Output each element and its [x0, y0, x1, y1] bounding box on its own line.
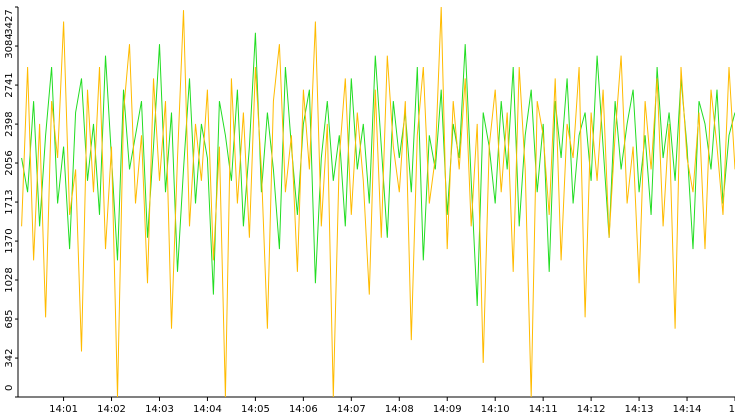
y-tick-label: 342 [4, 349, 15, 368]
y-tick-label: 1713 [4, 189, 15, 214]
x-tick-label: 14:05 [241, 404, 270, 415]
series-line [21, 32, 735, 307]
x-tick-label: 14:02 [97, 404, 126, 415]
x-tick-label: 14:08 [385, 404, 414, 415]
x-tick-label: 14:03 [145, 404, 174, 415]
x-tick-label: 14:07 [337, 404, 366, 415]
y-tick-label: 685 [4, 309, 15, 328]
y-tick-label: 2398 [4, 111, 15, 136]
x-tick-label: 14 [729, 404, 735, 415]
y-tick-label: 1028 [4, 267, 15, 292]
y-tick-label: 3427 [4, 9, 15, 34]
y-tick-label: 0 [4, 385, 15, 391]
y-tick-label: 2741 [4, 72, 15, 97]
x-tick-label: 14:06 [289, 404, 318, 415]
x-tick-label: 14:01 [49, 404, 78, 415]
y-tick-label: 3084 [4, 33, 15, 58]
x-tick-label: 14:14 [673, 404, 702, 415]
y-tick-label: 2056 [4, 150, 15, 175]
x-tick-label: 14:13 [625, 404, 654, 415]
y-tick-label: 1370 [4, 228, 15, 253]
x-tick-label: 14:11 [529, 404, 558, 415]
x-tick-label: 14:09 [433, 404, 462, 415]
series-line [21, 6, 735, 398]
x-tick-label: 14:12 [577, 404, 606, 415]
x-tick-label: 14:04 [193, 404, 222, 415]
x-tick-label: 14:10 [481, 404, 510, 415]
